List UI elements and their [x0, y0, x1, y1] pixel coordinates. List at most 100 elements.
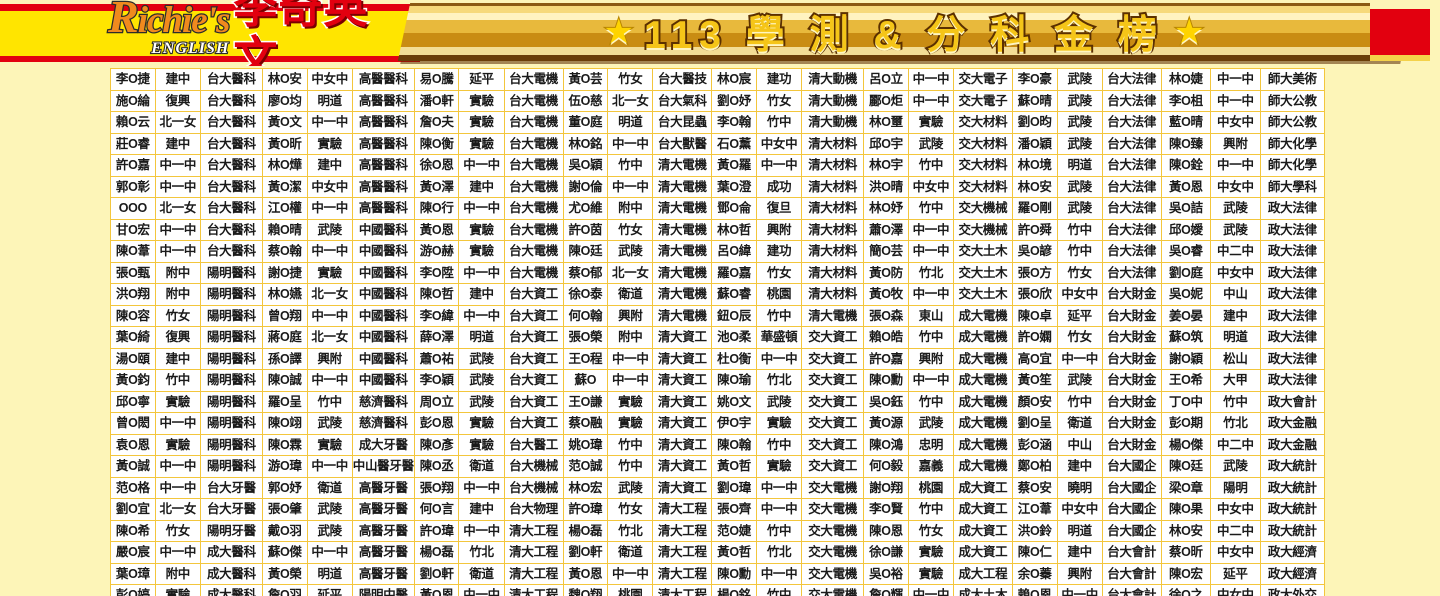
- cell-high-school: 中一中: [755, 498, 803, 521]
- cell-high-school: 竹北: [458, 541, 505, 564]
- cell-high-school: 中一中: [154, 541, 201, 564]
- cell-high-school: 實驗: [458, 111, 505, 134]
- cell-student-name: 蔡O昕: [1160, 541, 1212, 564]
- cell-high-school: 實驗: [458, 433, 505, 456]
- cell-high-school: 中二中: [1210, 240, 1261, 263]
- cell-admitted-department: 台大法律: [1101, 175, 1162, 198]
- table-row: 李O捷 建中 台大醫科 林O安 中女中 高醫醫科 易O騰 延平 台大電機 黃O芸 竹女 台大醫技 林O宸…: [110, 68, 1326, 91]
- cell-admitted-department: 台大電機: [503, 154, 564, 177]
- cell-admitted-department: 師大公教: [1259, 111, 1326, 134]
- cell-student-name: 陳O果: [1160, 498, 1212, 521]
- table-row: 黃O誠 中一中 陽明醫科 游O瑋 中一中 中山醫牙醫 陳O丞 衛道 台大機械 范O誠 竹中 清大資工黃…: [110, 455, 1326, 478]
- brand-logo-chinese: 李奇英文: [232, 0, 369, 66]
- cell-admitted-department: 清大材料: [801, 175, 865, 198]
- cell-high-school: 武陵: [1056, 68, 1103, 91]
- cell-high-school: 中一中: [306, 304, 353, 327]
- cell-student-name: 董O庭: [562, 111, 609, 134]
- cell-high-school: 北一女: [154, 498, 201, 521]
- cell-student-name: 池O柔: [711, 326, 757, 349]
- cell-student-name: 楊O傑: [1160, 433, 1212, 456]
- cell-admitted-department: 台大財金: [1101, 390, 1162, 413]
- cell-student-name: 賴O皓: [863, 326, 909, 349]
- cell-admitted-department: 清大材料: [801, 240, 865, 263]
- cell-student-name: 陳O臻: [1160, 132, 1212, 155]
- cell-admitted-department: 師大化學: [1259, 132, 1326, 155]
- cell-admitted-department: 陽明牙醫: [199, 519, 263, 542]
- cell-high-school: 附中: [607, 326, 654, 349]
- cell-high-school: 延平: [458, 68, 505, 91]
- cell-admitted-department: 台大電機: [503, 240, 564, 263]
- cell-student-name: 邱O嬡: [1160, 218, 1212, 241]
- cell-high-school: 附中: [607, 197, 654, 220]
- cell-student-name: 吳O妮: [1160, 283, 1212, 306]
- brand-logo-subtitle: ENGLISH: [150, 39, 230, 58]
- cell-high-school: 復興: [154, 326, 201, 349]
- cell-admitted-department: 台大物理: [503, 498, 564, 521]
- cell-admitted-department: 台大醫技: [652, 68, 713, 91]
- cell-high-school: 中女中: [306, 68, 353, 91]
- cell-high-school: 中一中: [154, 455, 201, 478]
- cell-high-school: 延平: [1056, 304, 1103, 327]
- cell-admitted-department: 政大金融: [1259, 433, 1326, 456]
- cell-admitted-department: 陽明中醫: [351, 584, 415, 596]
- cell-student-name: 陳O葦: [110, 240, 156, 263]
- star-icon: ★: [1173, 12, 1206, 52]
- cell-student-name: 林O宏: [562, 476, 609, 499]
- cell-admitted-department: 台大法律: [1101, 132, 1162, 155]
- cell-high-school: 中一中: [306, 369, 353, 392]
- cell-student-name: 蔡O翰: [261, 240, 308, 263]
- cell-admitted-department: 交大資工: [801, 326, 865, 349]
- cell-admitted-department: 中國醫科: [351, 347, 415, 370]
- cell-high-school: 武陵: [1210, 455, 1261, 478]
- cell-high-school: 竹女: [607, 68, 654, 91]
- cell-high-school: 東山: [907, 304, 955, 327]
- banner-title-group: ★ 113 學 測 & 分 科 金 榜 ★: [404, 3, 1404, 61]
- cell-admitted-department: 交大電機: [801, 584, 865, 596]
- cell-high-school: 中山: [1056, 433, 1103, 456]
- cell-high-school: 實驗: [458, 132, 505, 155]
- cell-student-name: 張O欣: [1011, 283, 1058, 306]
- cell-high-school: 竹中: [1056, 390, 1103, 413]
- cell-student-name: 嚴O宸: [110, 541, 156, 564]
- cell-high-school: 中一中: [1210, 89, 1261, 112]
- cell-student-name: 曾O閎: [110, 412, 156, 435]
- cell-admitted-department: 清大工程: [652, 498, 713, 521]
- cell-student-name: 徐O泰: [562, 283, 609, 306]
- cell-admitted-department: 清大電機: [652, 304, 713, 327]
- cell-high-school: 中一中: [154, 175, 201, 198]
- cell-student-name: 林O婕: [1160, 68, 1212, 91]
- cell-student-name: 謝O翔: [863, 476, 909, 499]
- cell-student-name: 蘇O睿: [711, 283, 757, 306]
- cell-high-school: 大甲: [1210, 369, 1261, 392]
- table-row: 甘O宏 中一中 台大醫科 賴O晴 武陵 中國醫科 黃O恩 實驗 台大電機 許O茵 竹女 清大電機 林O哲…: [110, 218, 1326, 241]
- cell-high-school: 中女中: [306, 175, 353, 198]
- table-row: 陳O希 竹女 陽明牙醫 戴O羽 武陵 高醫牙醫 許O瑋 中一中 清大工程 楊O磊 竹北 清大工程 范O婕…: [110, 519, 1326, 542]
- cell-high-school: 武陵: [1056, 175, 1103, 198]
- cell-student-name: 蕭O澤: [863, 218, 909, 241]
- cell-student-name: OOO: [110, 197, 156, 220]
- cell-admitted-department: 成大牙醫: [351, 433, 415, 456]
- cell-student-name: 黃O恩: [562, 562, 609, 585]
- cell-high-school: 實驗: [306, 433, 353, 456]
- cell-high-school: 中一中: [458, 197, 505, 220]
- cell-student-name: 詹O輝: [863, 584, 909, 596]
- cell-high-school: 竹女: [154, 519, 201, 542]
- cell-student-name: 陳O瑜: [711, 369, 757, 392]
- table-row: 葉O綺 復興 陽明醫科 蔣O庭 北一女 中國醫科 薛O澤 明道 台大資工 張O榮 附中 清大資工 池O柔…: [110, 326, 1326, 349]
- cell-high-school: 竹中: [755, 111, 803, 134]
- cell-admitted-department: 清大資工: [652, 369, 713, 392]
- cell-student-name: 陳O廷: [562, 240, 609, 263]
- cell-high-school: 中一中: [458, 261, 505, 284]
- cell-admitted-department: 師大學科: [1259, 175, 1326, 198]
- cell-student-name: 許O嘉: [110, 154, 156, 177]
- cell-high-school: 中一中: [1056, 347, 1103, 370]
- cell-high-school: 興附: [755, 218, 803, 241]
- cell-admitted-department: 台大財金: [1101, 283, 1162, 306]
- cell-high-school: 中一中: [458, 476, 505, 499]
- cell-student-name: 李O豪: [1011, 68, 1058, 91]
- cell-high-school: 中一中: [154, 476, 201, 499]
- cell-student-name: 杜O衡: [711, 347, 757, 370]
- cell-student-name: 陳O銓: [1160, 154, 1212, 177]
- cell-admitted-department: 台大電機: [503, 261, 564, 284]
